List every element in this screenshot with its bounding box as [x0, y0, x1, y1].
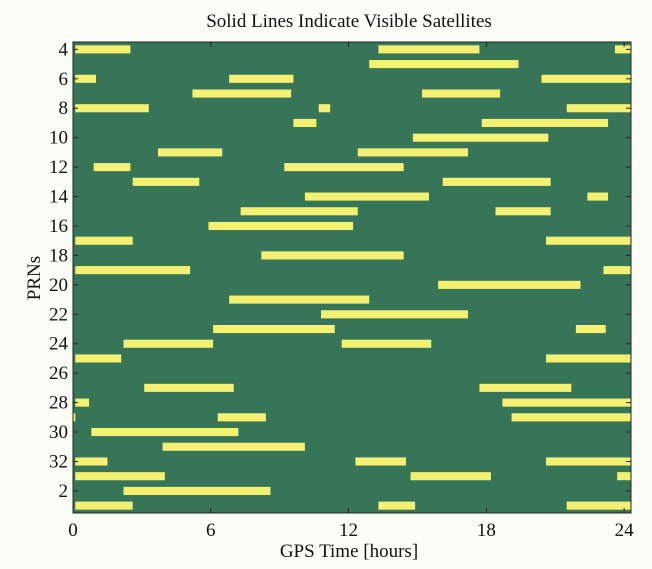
plot-frame	[72, 41, 632, 514]
visibility-bar-prn-24-1	[341, 339, 432, 348]
visibility-bar-prn-27-0	[144, 383, 234, 392]
visibility-bar-prn-25-1	[546, 354, 631, 363]
x-axis-label: GPS Time [hours]	[280, 541, 418, 562]
visibility-bar-prn-8-2	[566, 104, 631, 113]
y-tick-label-26: 26	[49, 363, 68, 384]
visibility-bar-prn-4-0	[75, 45, 131, 54]
plot-background	[73, 42, 631, 513]
visibility-bar-prn-3-1	[378, 501, 416, 510]
visibility-bar-prn-1-0	[75, 472, 165, 481]
visibility-bar-prn-31-0	[162, 442, 305, 451]
y-tick-label-14: 14	[49, 187, 69, 208]
visibility-bar-prn-29-0	[73, 413, 76, 422]
visibility-bar-prn-17-1	[546, 236, 631, 245]
y-tick-label-28: 28	[49, 393, 68, 414]
visibility-bar-prn-18-0	[261, 251, 404, 260]
visibility-bar-prn-1-2	[617, 472, 631, 481]
y-tick-label-2: 2	[59, 481, 69, 502]
visibility-bar-prn-19-1	[603, 266, 631, 275]
visibility-bar-prn-6-1	[229, 74, 294, 83]
visibility-bar-prn-30-0	[91, 428, 239, 437]
x-tick-label-18: 18	[477, 520, 496, 541]
visibility-bar-prn-1-1	[410, 472, 491, 481]
visibility-bar-prn-32-1	[355, 457, 406, 466]
visibility-bar-prn-7-0	[192, 89, 292, 98]
visibility-bar-prn-4-1	[378, 45, 480, 54]
visibility-bar-prn-11-0	[157, 148, 223, 157]
visibility-bar-prn-19-0	[75, 266, 191, 275]
y-tick-label-30: 30	[49, 422, 68, 443]
visibility-bar-prn-14-0	[304, 192, 429, 201]
visibility-bar-prn-15-1	[495, 207, 551, 216]
y-tick-label-20: 20	[49, 275, 68, 296]
visibility-bar-prn-3-0	[75, 501, 133, 510]
visibility-bar-prn-20-0	[438, 280, 581, 289]
y-tick-label-16: 16	[49, 216, 68, 237]
visibility-bar-prn-28-1	[502, 398, 631, 407]
visibility-bar-prn-12-1	[284, 163, 404, 172]
visibility-bar-prn-4-2	[614, 45, 631, 54]
x-tick-label-12: 12	[339, 520, 358, 541]
visibility-bar-prn-6-2	[541, 74, 631, 83]
visibility-bar-prn-11-1	[357, 148, 468, 157]
visibility-bar-prn-9-0	[293, 118, 317, 128]
visibility-bar-prn-12-0	[93, 163, 131, 172]
visibility-bar-prn-6-0	[75, 74, 96, 83]
visibility-bar-prn-28-0	[75, 398, 90, 407]
visibility-bar-prn-13-0	[132, 177, 200, 186]
visibility-bar-prn-14-1	[587, 192, 609, 201]
visibility-bar-prn-15-0	[240, 207, 358, 216]
visibility-bar-prn-24-0	[123, 339, 214, 348]
visibility-bar-prn-10-0	[412, 133, 549, 142]
visibility-bar-prn-8-0	[75, 104, 149, 113]
visibility-bar-prn-5-0	[369, 60, 519, 69]
y-tick-label-10: 10	[49, 128, 68, 149]
visibility-bar-prn-16-0	[208, 221, 354, 231]
visibility-bar-prn-29-1	[217, 413, 266, 422]
visibility-bar-prn-27-1	[479, 383, 572, 392]
y-tick-label-12: 12	[49, 157, 68, 178]
visibility-bar-prn-21-0	[229, 295, 370, 304]
y-tick-label-22: 22	[49, 304, 68, 325]
y-tick-label-18: 18	[49, 245, 68, 266]
y-tick-label-32: 32	[49, 451, 68, 472]
visibility-bar-prn-23-1	[575, 324, 606, 334]
y-axis-label: PRNs	[24, 256, 45, 300]
visibility-bar-prn-17-0	[75, 236, 133, 245]
plot-area	[73, 42, 631, 513]
x-tick-label-6: 6	[206, 520, 216, 541]
y-tick-label-8: 8	[59, 98, 69, 119]
visibility-bar-prn-29-2	[511, 413, 631, 422]
y-tick-label-6: 6	[59, 69, 69, 90]
visibility-bar-prn-25-0	[75, 354, 122, 363]
visibility-bar-prn-13-1	[442, 177, 551, 186]
visibility-bar-prn-22-0	[321, 310, 468, 319]
visibility-bar-prn-32-2	[546, 457, 631, 466]
y-tick-label-4: 4	[59, 39, 69, 60]
visibility-bar-prn-2-0	[123, 486, 271, 495]
visibility-bar-prn-7-1	[422, 89, 501, 98]
visibility-bar-prn-32-0	[75, 457, 108, 466]
x-tick-label-24: 24	[615, 520, 635, 541]
y-tick-label-24: 24	[49, 334, 69, 355]
x-tick-label-0: 0	[68, 520, 78, 541]
chart-title: Solid Lines Indicate Visible Satellites	[206, 11, 492, 32]
visibility-bar-prn-9-1	[481, 118, 609, 128]
visibility-bar-prn-23-0	[213, 324, 335, 334]
visibility-bar-prn-8-1	[318, 104, 331, 113]
visibility-bar-prn-3-2	[566, 501, 631, 510]
